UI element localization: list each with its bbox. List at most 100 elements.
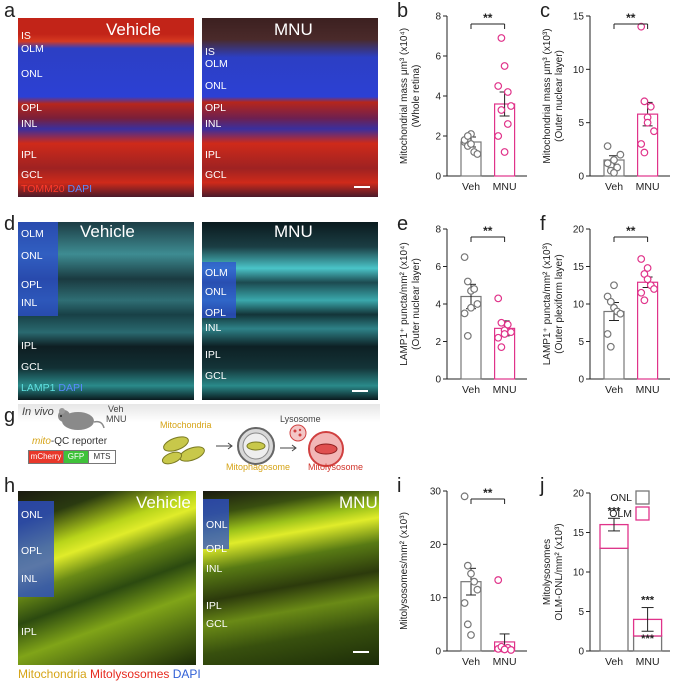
y-tick-label: 2	[435, 337, 441, 348]
data-point	[473, 300, 482, 308]
stain-label: LAMP1 DAPI	[21, 382, 83, 394]
lysosome-label: Lysosome	[280, 414, 321, 424]
data-point	[640, 97, 649, 106]
layer-label: IPL	[21, 340, 37, 352]
data-point	[497, 106, 506, 114]
data-point	[463, 132, 472, 140]
legend-swatch	[635, 490, 650, 505]
legend-label: ONL	[610, 492, 632, 504]
y-tick-label: 0	[578, 172, 584, 183]
scale-bar	[354, 186, 370, 188]
layer-label: INL	[206, 563, 223, 575]
layer-label: OLM	[205, 58, 228, 70]
mitolysosome-label: Mitolysosome	[308, 462, 364, 472]
sig-label: **	[483, 486, 493, 500]
panel-label-h: h	[4, 475, 16, 497]
chart-b: 0 2 4 6 8 Mitochondrial mass μm³ (x10⁴) (Whole…	[395, 4, 540, 214]
y-tick-label: 4	[435, 300, 441, 311]
y-axis-sublabel: (Outer plexiform layer)	[554, 254, 565, 353]
schematic-g: In vivo Veh MNU mito-QC reporter mCherry…	[18, 404, 380, 472]
mouse-icon	[58, 408, 105, 430]
y-axis-sublabel: (Whole retina)	[411, 65, 422, 128]
layer-label: INL	[21, 297, 38, 309]
y-axis-label: LAMP1⁺ puncta/mm² (x10³)	[542, 243, 553, 366]
layer-label: IPL	[206, 600, 222, 612]
y-axis-label: Mitolysosomes/mm² (x10³)	[399, 512, 410, 630]
y-tick-label: 10	[430, 593, 442, 604]
data-point	[637, 22, 646, 31]
panel-label-c: c	[540, 0, 550, 22]
y-axis-sublabel: OLM-ONL/mm² (x10³)	[554, 523, 565, 620]
arrow-icon	[280, 444, 297, 452]
data-point	[606, 297, 615, 306]
stain-mitochondria: Mitochondria	[18, 667, 87, 681]
data-point	[503, 88, 512, 96]
micrograph-a-mnu: MNU IS OLM ONL OPL INL IPL GCL	[202, 18, 378, 197]
data-point	[460, 492, 469, 501]
layer-label: ONL	[205, 286, 227, 298]
data-point	[610, 156, 618, 164]
data-point	[610, 168, 618, 177]
y-tick-label: 2	[435, 132, 441, 143]
sig-label: ***	[608, 505, 622, 517]
layer-label: INL	[205, 118, 222, 130]
layer-label: OPL	[21, 279, 43, 291]
layer-label: ONL	[21, 250, 43, 262]
chart-e: 0 2 4 6 8 LAMP1⁺ puncta/mm² (x10⁴) (Outer nucl…	[395, 217, 540, 412]
data-point	[463, 561, 472, 570]
y-axis-sublabel: (Outer nuclear layer)	[554, 50, 565, 142]
layer-label: OPL	[206, 543, 228, 555]
data-point	[650, 127, 658, 136]
y-tick-label: 20	[573, 225, 585, 236]
data-point	[463, 331, 472, 340]
layer-label: ONL	[21, 68, 43, 80]
y-tick-label: 0	[435, 375, 441, 386]
construct-gfp: GFP	[63, 450, 89, 464]
data-point	[646, 102, 655, 111]
stain-mitolysosomes: Mitolysosomes	[90, 667, 170, 681]
arrow-icon	[216, 442, 233, 450]
dapi-overlay	[18, 222, 58, 316]
layer-label: IPL	[205, 349, 221, 361]
micrograph-d-vehicle: Vehicle OLM ONL OPL INL IPL GCL LAMP1 DA…	[18, 222, 194, 400]
micrograph-d-mnu-title: MNU	[274, 222, 313, 241]
scale-bar	[352, 390, 368, 392]
y-tick-label: 15	[573, 262, 585, 273]
x-tick-label: Veh	[605, 181, 623, 193]
y-tick-label: 6	[435, 52, 441, 63]
data-point	[460, 309, 469, 318]
data-point	[494, 82, 503, 90]
data-point	[500, 62, 509, 70]
data-point	[460, 253, 469, 262]
x-tick-label: MNU	[636, 384, 660, 396]
bar	[636, 281, 659, 380]
chart-i: 0 10 20 30 Mitolysosomes/mm² (x10³) Veh MNU **	[395, 479, 540, 684]
data-point	[500, 148, 509, 156]
y-axis-label: Mitochondrial mass μm³ (x10⁴)	[399, 28, 410, 164]
data-point	[650, 285, 658, 293]
layer-label: OPL	[205, 102, 227, 114]
sig-label: **	[483, 224, 493, 238]
scale-bar	[353, 651, 369, 653]
y-tick-label: 20	[573, 489, 585, 500]
y-tick-label: 0	[435, 172, 441, 183]
data-point	[467, 569, 475, 578]
mnu-label: MNU	[106, 414, 127, 424]
data-point	[473, 585, 482, 594]
reporter-suffix: -QC reporter	[50, 436, 108, 447]
stain-legend-h: Mitochondria Mitolysosomes DAPI	[18, 667, 201, 681]
data-point	[463, 620, 472, 629]
panel-label-e: e	[397, 213, 409, 235]
chart-j: 0 5 10 15 20 Mitolysosomes OLM-ONL/mm² (x10³) *…	[538, 479, 683, 684]
data-point	[497, 34, 506, 42]
mitochondria-icon	[161, 436, 205, 465]
y-tick-label: 6	[435, 262, 441, 273]
y-tick-label: 8	[435, 225, 441, 236]
data-point	[470, 577, 479, 586]
construct-mts: MTS	[88, 450, 116, 464]
micrograph-a-vehicle: Vehicle IS OLM ONL OPL INL IPL GCL TOMM2…	[18, 18, 194, 197]
y-tick-label: 10	[573, 568, 585, 579]
stain-dapi: DAPI	[67, 183, 93, 195]
layer-label: GCL	[21, 169, 43, 181]
x-tick-label: Veh	[462, 656, 480, 668]
